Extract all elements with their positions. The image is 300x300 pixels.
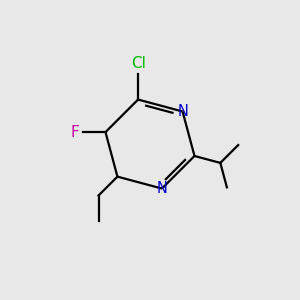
Text: Cl: Cl: [130, 56, 146, 71]
Text: N: N: [177, 104, 188, 119]
Text: N: N: [157, 181, 167, 196]
Text: F: F: [71, 124, 80, 140]
